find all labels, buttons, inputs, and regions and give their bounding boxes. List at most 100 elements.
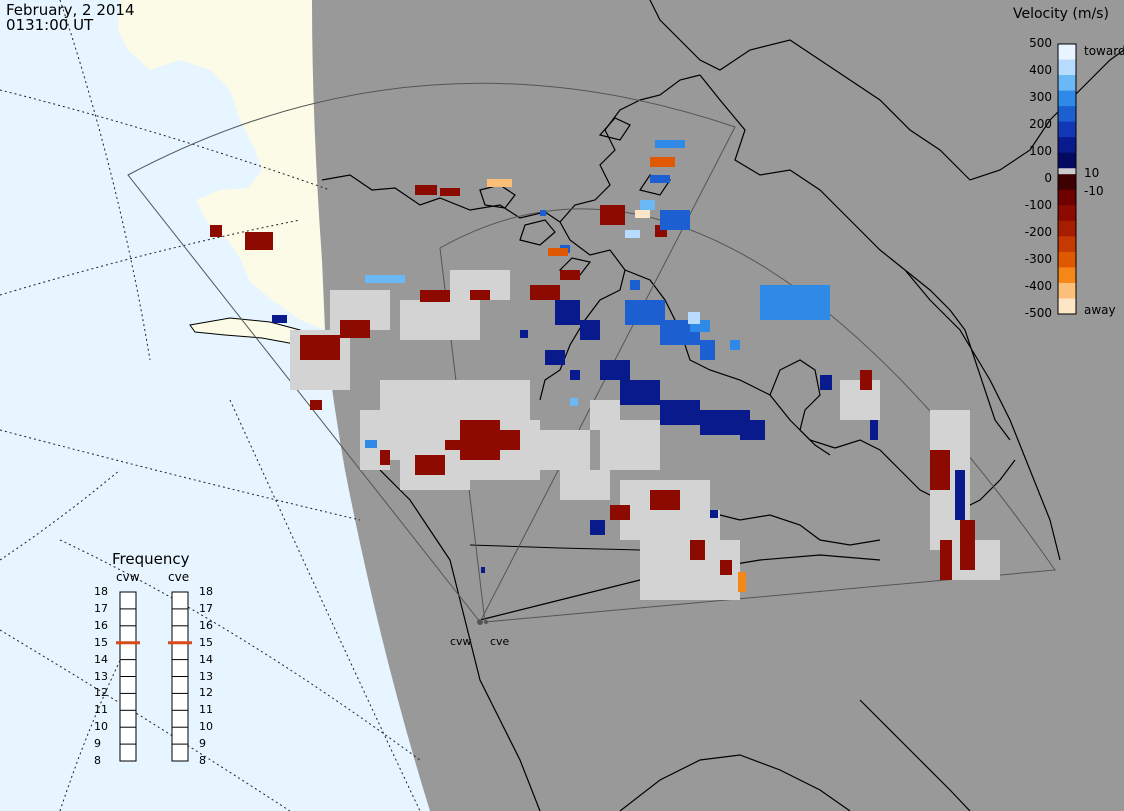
colorbar-tick-label: -500 [1024, 306, 1052, 320]
time-label: 0131:00 UT [6, 16, 94, 34]
velocity-cell [570, 370, 580, 380]
colorbar-segment [1058, 59, 1076, 76]
colorbar-tick-label: 400 [1029, 63, 1052, 77]
velocity-cell [310, 400, 322, 410]
velocity-cell [940, 540, 952, 580]
frequency-scale-label-left: 12 [94, 686, 108, 700]
site-marker [481, 567, 485, 573]
velocity-cell [610, 505, 630, 520]
velocity-cell [710, 510, 718, 518]
frequency-scale-label-left: 17 [94, 601, 108, 615]
colorbar-side-label: toward [1084, 44, 1124, 58]
velocity-cell [720, 560, 732, 575]
velocity-cell [210, 225, 222, 237]
velocity-cell [625, 230, 640, 238]
frequency-scale-label-left: 16 [94, 618, 108, 632]
velocity-cells [210, 140, 975, 592]
velocity-cell [365, 275, 405, 283]
colorbar-side-label: -10 [1084, 184, 1104, 198]
velocity-cell [365, 440, 377, 448]
freq-label-cve: cve [168, 570, 190, 584]
velocity-cell [820, 375, 832, 390]
colorbar-zero-band [1058, 168, 1076, 175]
colorbar-tick-label: -100 [1024, 198, 1052, 212]
velocity-cell [655, 140, 685, 148]
colorbar-segment [1058, 267, 1076, 284]
velocity-cell [700, 340, 715, 360]
velocity-cell [487, 179, 512, 187]
colorbar-tick-label: -400 [1024, 279, 1052, 293]
radar-site-cvw [477, 619, 483, 625]
colorbar-frame [1057, 43, 1077, 315]
frequency-scale-label-left: 14 [94, 652, 108, 666]
frequency-scale-label-left: 11 [94, 703, 108, 717]
colorbar-segment [1058, 152, 1076, 169]
velocity-cell [730, 340, 740, 350]
frequency-title: Frequency [112, 550, 190, 568]
frequency-scale-label-right: 17 [199, 601, 213, 615]
velocity-cell [272, 315, 287, 323]
frequency-scale-label-right: 8 [199, 754, 206, 767]
ground-scatter-block [430, 380, 530, 420]
ground-scatter-block [590, 400, 620, 430]
velocity-cell [420, 290, 450, 302]
velocity-cell [555, 300, 580, 325]
velocity-cell [580, 320, 600, 340]
velocity-cell [860, 370, 872, 390]
radar-site-cve [484, 620, 488, 624]
velocity-cell [415, 185, 437, 195]
velocity-cell [415, 455, 445, 475]
colorbar-segment [1058, 282, 1076, 299]
frequency-scale-label-left: 15 [94, 635, 108, 649]
velocity-cell [620, 380, 660, 405]
ground-scatter-block [400, 300, 480, 340]
velocity-cell [520, 330, 528, 338]
velocity-cell [560, 270, 580, 280]
colorbar-side-label: 10 [1084, 166, 1100, 180]
night-region [312, 0, 1124, 811]
ground-scatter-block [530, 430, 590, 470]
frequency-scale-label-right: 10 [199, 720, 213, 734]
frequency-scale-label-left: 9 [94, 737, 101, 751]
colorbar-segment [1058, 298, 1076, 315]
velocity-cell [650, 157, 675, 167]
velocity-cell [545, 350, 565, 365]
velocity-cell [340, 320, 370, 338]
colorbar-segment [1058, 75, 1076, 92]
frequency-scale-label-right: 15 [199, 635, 213, 649]
velocity-cell [960, 520, 975, 570]
colorbar-tick-label: 500 [1029, 36, 1052, 50]
colorbar-side-label: away [1084, 303, 1116, 317]
date-label: February, 2 2014 [6, 1, 135, 19]
frequency-scale-label-left: 8 [94, 754, 101, 767]
colorbar-tick-label: 200 [1029, 117, 1052, 131]
colorbar-segment [1058, 174, 1076, 191]
velocity-cell [690, 540, 705, 560]
frequency-panels [116, 591, 192, 762]
colorbar-segment [1058, 251, 1076, 268]
velocity-cell [660, 400, 700, 425]
colorbar-segment [1058, 189, 1076, 206]
velocity-cell [640, 200, 655, 210]
velocity-cell [470, 290, 490, 300]
velocity-cell [635, 210, 650, 218]
velocity-cell [460, 420, 500, 460]
frequency-scale-label-right: 11 [199, 703, 213, 717]
velocity-cell [955, 470, 965, 520]
colorbar-segment [1058, 220, 1076, 237]
coastlines [321, 0, 1124, 811]
velocity-cell [380, 450, 390, 465]
velocity-cell [300, 335, 340, 360]
velocity-cell [440, 188, 460, 196]
frequency-scale-label-right: 16 [199, 618, 213, 632]
velocity-cell [540, 210, 546, 216]
frequency-scale-label-left: 10 [94, 720, 108, 734]
colorbar-segment [1058, 44, 1076, 61]
velocity-cell [650, 175, 670, 183]
colorbar-tick-label: 100 [1029, 144, 1052, 158]
colorbar-segment [1058, 205, 1076, 222]
velocity-cell [660, 210, 690, 230]
frequency-scale-label-right: 12 [199, 686, 213, 700]
velocity-cell [600, 360, 630, 380]
